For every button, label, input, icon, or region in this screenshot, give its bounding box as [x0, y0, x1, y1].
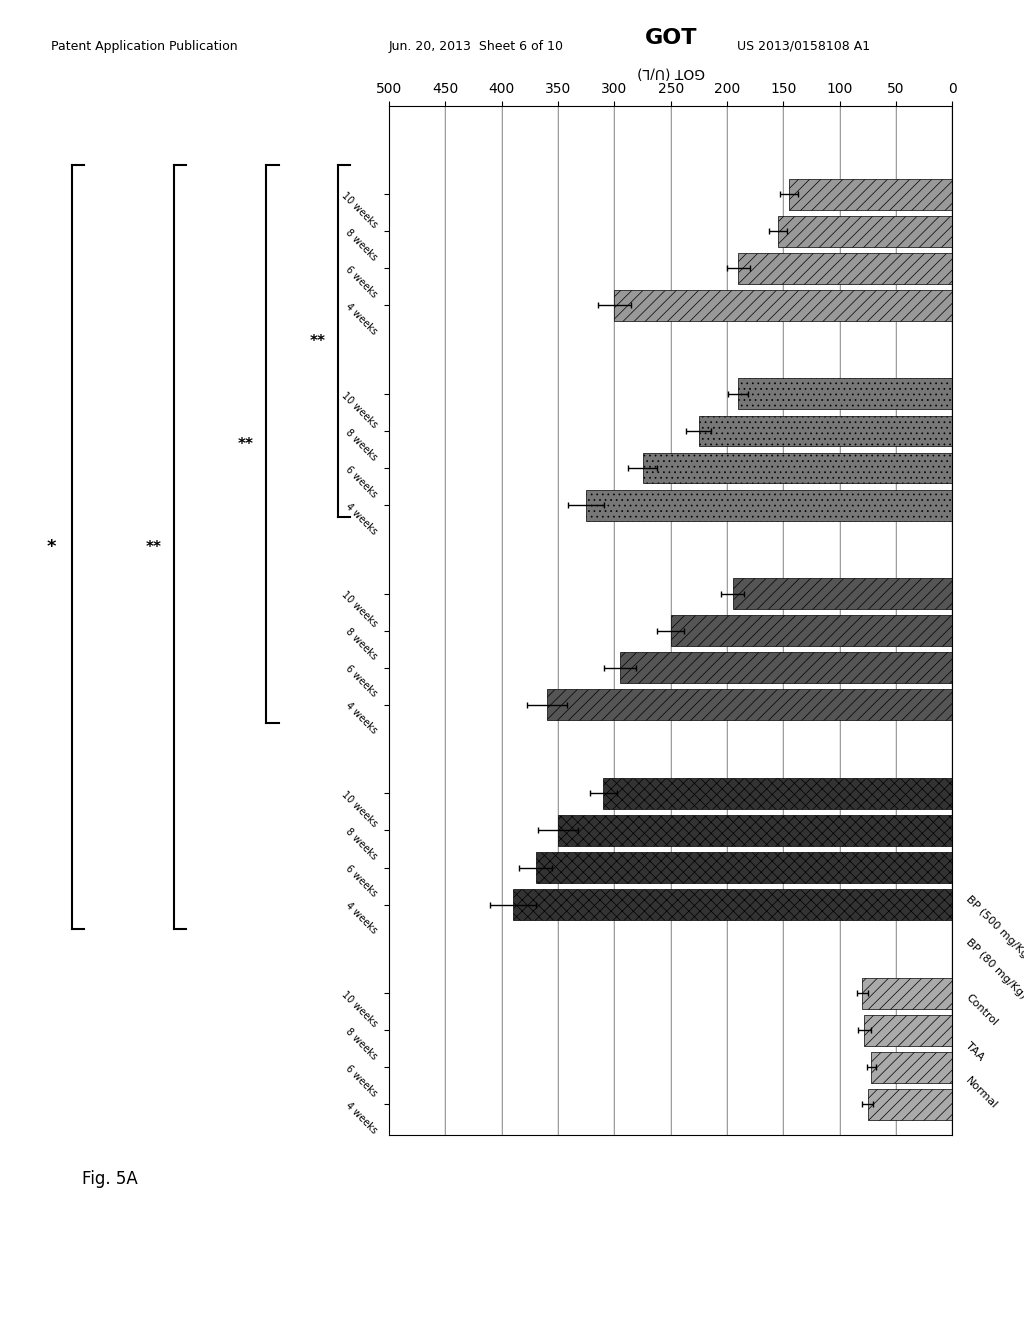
Bar: [558, 814, 952, 846]
Bar: [614, 290, 952, 321]
Text: Patent Application Publication: Patent Application Publication: [51, 40, 238, 53]
Bar: [871, 1052, 952, 1082]
Bar: [868, 1089, 952, 1119]
Text: **: **: [238, 437, 254, 451]
Bar: [778, 215, 952, 247]
Bar: [862, 978, 952, 1008]
Text: BP (80 mg/Kg): BP (80 mg/Kg): [964, 937, 1024, 1002]
Bar: [698, 416, 952, 446]
Text: US 2013/0158108 A1: US 2013/0158108 A1: [737, 40, 870, 53]
Bar: [547, 689, 952, 721]
Text: *: *: [46, 539, 56, 556]
Text: BP (500 mg/Kg): BP (500 mg/Kg): [964, 894, 1024, 962]
Bar: [671, 615, 952, 645]
Text: Normal: Normal: [964, 1074, 999, 1110]
Bar: [864, 1015, 952, 1045]
Text: Control: Control: [964, 993, 999, 1028]
Bar: [586, 490, 952, 520]
Bar: [738, 253, 952, 284]
Bar: [643, 453, 952, 483]
Bar: [536, 853, 952, 883]
Bar: [513, 890, 952, 920]
Text: **: **: [309, 334, 326, 348]
Title: GOT: GOT: [644, 29, 697, 49]
Bar: [738, 379, 952, 409]
Bar: [790, 178, 952, 210]
Bar: [603, 777, 952, 809]
Text: Jun. 20, 2013  Sheet 6 of 10: Jun. 20, 2013 Sheet 6 of 10: [389, 40, 564, 53]
X-axis label: GOT (U/L): GOT (U/L): [637, 65, 705, 79]
Bar: [621, 652, 952, 684]
Text: Fig. 5A: Fig. 5A: [82, 1170, 137, 1188]
Text: TAA: TAA: [964, 1040, 986, 1063]
Text: **: **: [145, 540, 162, 554]
Bar: [733, 578, 952, 609]
